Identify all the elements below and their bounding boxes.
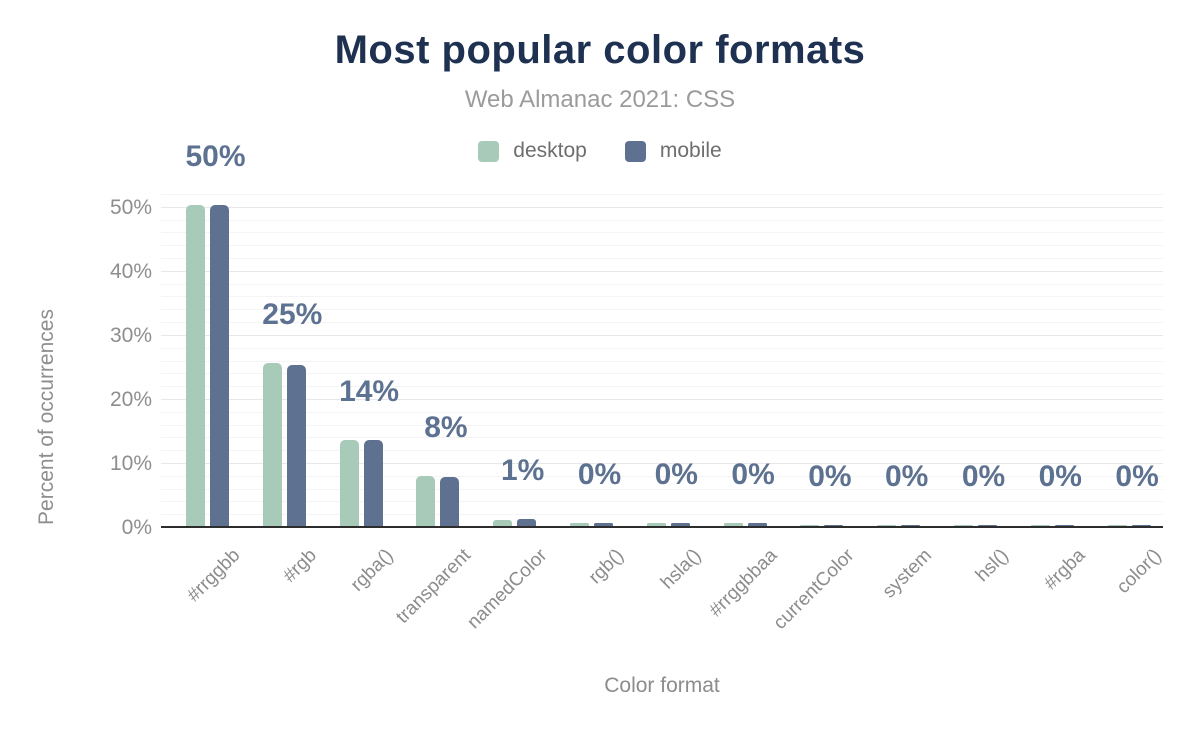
legend-label-mobile: mobile xyxy=(659,139,722,162)
bar-value-label-hsl(): 0% xyxy=(961,459,1006,493)
bar-value-label-currentColor: 0% xyxy=(808,459,852,493)
x-tick-label-hsl(): hsl() xyxy=(971,545,1013,586)
x-axis-line xyxy=(161,526,1163,528)
x-tick-label-#rrggbb: #rrggbb xyxy=(183,545,245,607)
minor-gridline xyxy=(161,437,1163,439)
y-tick-label-40: 40% xyxy=(109,259,152,283)
bar-desktop-currentColor xyxy=(800,524,820,526)
major-gridline xyxy=(161,398,1163,400)
y-tick-label-0: 0% xyxy=(121,516,152,539)
bar-desktop-rgba() xyxy=(339,439,359,526)
minor-gridline xyxy=(161,373,1163,375)
legend-item-desktop: desktop xyxy=(478,139,587,163)
minor-gridline xyxy=(161,360,1163,362)
minor-gridline xyxy=(161,488,1163,490)
bar-desktop-#rgba xyxy=(1030,524,1050,526)
bar-value-label-#rgba: 0% xyxy=(1038,459,1082,493)
x-tick-label-#rgb: #rgb xyxy=(279,545,322,587)
legend: desktop mobile xyxy=(0,139,1200,163)
y-tick-label-10: 10% xyxy=(109,451,152,475)
bar-mobile-currentColor xyxy=(824,524,844,526)
bar-value-label-#rrggbb: 50% xyxy=(185,139,246,173)
minor-gridline xyxy=(161,283,1163,285)
minor-gridline xyxy=(161,258,1163,260)
minor-gridline xyxy=(161,347,1163,349)
bar-value-label-hsla(): 0% xyxy=(654,457,698,491)
y-tick-label-30: 30% xyxy=(109,323,152,347)
minor-gridline xyxy=(161,309,1163,311)
bar-mobile-transparent xyxy=(440,476,460,526)
major-gridline xyxy=(161,206,1163,208)
bar-mobile-color() xyxy=(1131,524,1151,526)
bar-value-label-rgba(): 14% xyxy=(339,374,400,408)
major-gridline xyxy=(161,270,1163,272)
chart-subtitle: Web Almanac 2021: CSS xyxy=(464,86,736,113)
bar-value-label-transparent: 8% xyxy=(424,411,468,445)
bar-value-label-system: 0% xyxy=(885,459,929,493)
bar-desktop-#rrggbbaa xyxy=(723,523,743,526)
x-tick-label-namedColor: namedColor xyxy=(463,545,552,634)
minor-gridline xyxy=(161,219,1163,221)
y-tick-label-50: 50% xyxy=(109,195,152,219)
bar-desktop-hsla() xyxy=(646,523,666,526)
bar-mobile-hsla() xyxy=(670,522,690,526)
minor-gridline xyxy=(161,501,1163,503)
minor-gridline xyxy=(161,411,1163,413)
bar-mobile-#rrggbb xyxy=(210,205,229,526)
x-axis-title: Color format xyxy=(604,674,720,697)
bar-mobile-#rrggbbaa xyxy=(747,522,767,526)
bar-mobile-#rgb xyxy=(286,365,306,526)
bar-value-label-color(): 0% xyxy=(1115,459,1159,493)
x-tick-label-rgb(): rgb() xyxy=(585,545,629,589)
bar-value-label-namedColor: 1% xyxy=(501,453,545,487)
minor-gridline xyxy=(161,514,1163,516)
minor-gridline xyxy=(161,322,1163,324)
bar-desktop-hsl() xyxy=(954,524,973,526)
chart-title: Most popular color formats xyxy=(334,28,866,72)
x-tick-label-currentColor: currentColor xyxy=(769,545,859,634)
x-tick-label-rgba(): rgba() xyxy=(347,545,398,596)
bar-mobile-rgba() xyxy=(363,439,383,526)
minor-gridline xyxy=(161,245,1163,247)
minor-gridline xyxy=(161,194,1163,195)
bar-desktop-transparent xyxy=(416,476,436,526)
minor-gridline xyxy=(161,296,1163,298)
bar-value-label-#rgb: 25% xyxy=(262,298,323,332)
y-tick-label-20: 20% xyxy=(109,387,152,411)
bar-mobile-rgb() xyxy=(594,522,613,526)
bar-desktop-system xyxy=(877,524,897,526)
minor-gridline xyxy=(161,424,1163,426)
x-tick-label-#rrggbbaa: #rrggbbaa xyxy=(705,545,782,622)
minor-gridline xyxy=(161,475,1163,477)
bar-desktop-rgb() xyxy=(570,523,589,526)
plot-area: 50% 25% 14% 8% 1% 0% 0% 0% 0% 0% 0% 0% 0% xyxy=(161,141,1163,528)
minor-gridline xyxy=(161,386,1163,388)
bar-value-label-rgb(): 0% xyxy=(577,457,622,491)
legend-swatch-mobile xyxy=(624,140,646,162)
bar-desktop-namedColor xyxy=(493,519,513,526)
x-tick-label-hsla(): hsla() xyxy=(656,545,706,594)
major-gridline xyxy=(161,334,1163,336)
legend-item-mobile: mobile xyxy=(624,139,722,163)
bar-mobile-namedColor xyxy=(517,518,537,526)
bar-desktop-#rgb xyxy=(262,363,282,526)
bar-desktop-#rrggbb xyxy=(186,204,205,526)
bar-value-label-#rrggbbaa: 0% xyxy=(731,457,775,491)
x-tick-label-system: system xyxy=(878,545,936,603)
bar-mobile-system xyxy=(901,524,921,526)
major-gridline xyxy=(161,462,1163,464)
legend-swatch-desktop xyxy=(478,140,500,162)
bar-desktop-color() xyxy=(1107,524,1127,526)
legend-label-desktop: desktop xyxy=(513,139,587,162)
x-tick-label-#rgba: #rgba xyxy=(1039,545,1090,595)
minor-gridline xyxy=(161,232,1163,234)
x-tick-label-color(): color() xyxy=(1113,545,1166,598)
bar-mobile-#rgba xyxy=(1054,524,1074,526)
minor-gridline xyxy=(161,450,1163,452)
x-tick-label-transparent: transparent xyxy=(391,545,475,628)
bar-mobile-hsl() xyxy=(978,524,997,526)
y-axis-title: Percent of occurrences xyxy=(35,309,58,525)
